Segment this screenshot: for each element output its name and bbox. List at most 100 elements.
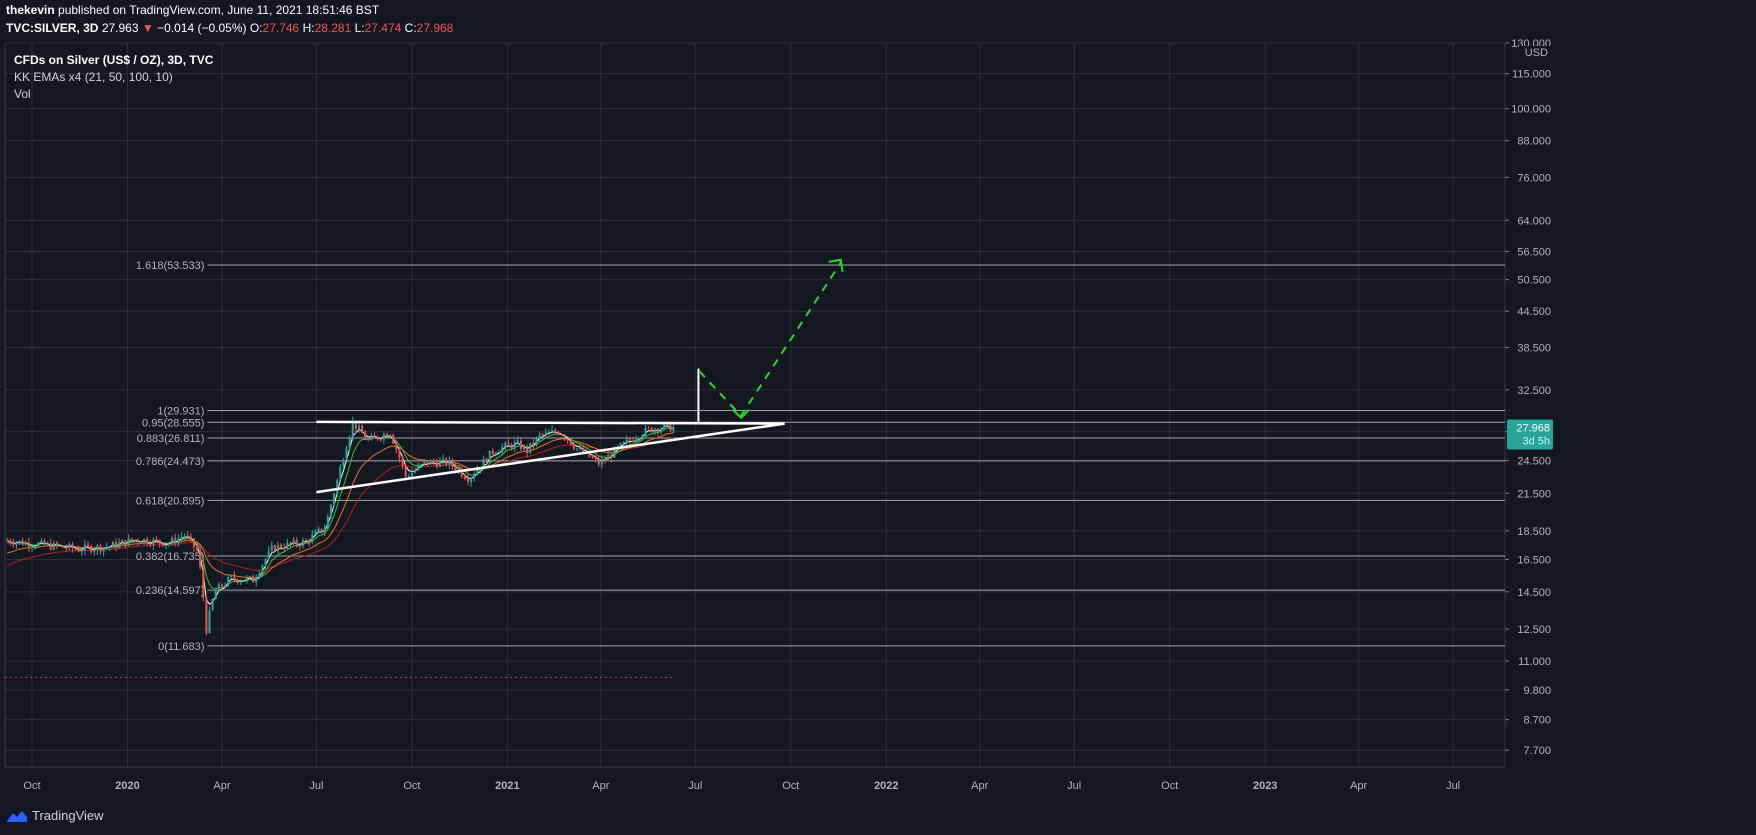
candle-body: [49, 543, 52, 550]
x-tick-label: Oct: [782, 780, 799, 792]
x-tick-label: Oct: [403, 780, 420, 792]
legend-ema[interactable]: KK EMAs x4 (21, 50, 100, 10): [14, 70, 173, 84]
candle-body: [286, 542, 289, 549]
candle-body: [30, 546, 34, 548]
candle-body: [463, 476, 466, 479]
candle-body: [333, 493, 336, 505]
candle-body: [224, 585, 227, 587]
candle-body: [308, 540, 311, 542]
footer-brand[interactable]: TradingView: [6, 808, 104, 823]
candle-body: [273, 545, 276, 551]
candle-body: [523, 445, 526, 450]
candle-body: [52, 542, 55, 550]
candle-body: [535, 437, 538, 445]
fib-label: 0.95(28.555): [142, 417, 204, 429]
candle-body: [242, 580, 245, 582]
price-change: −0.014 (−0.05%): [157, 21, 247, 35]
legend-vol[interactable]: Vol: [14, 87, 31, 101]
candle-body: [236, 579, 239, 583]
candle-body: [551, 430, 554, 433]
candle-body: [336, 479, 339, 494]
candle-body: [507, 442, 510, 445]
candle-body: [12, 543, 15, 546]
fib-label: 0.382(16.735): [136, 551, 205, 563]
candle-body: [295, 539, 298, 545]
candle-body: [660, 428, 663, 432]
trendlines[interactable]: [316, 368, 785, 494]
candle-body: [189, 536, 192, 539]
candle-body: [180, 536, 183, 539]
price-axis[interactable]: 130.000115.000100.00088.00076.00064.0005…: [1505, 38, 1551, 757]
candle-body: [547, 432, 550, 434]
candle-body: [376, 436, 379, 440]
candle-body: [650, 427, 653, 433]
candle-body: [438, 460, 441, 467]
x-tick-label: Apr: [592, 780, 609, 792]
legend-title[interactable]: CFDs on Silver (US$ / OZ), 3D, TVC: [14, 53, 214, 67]
candle-body: [37, 542, 40, 547]
candle-body: [87, 544, 90, 547]
candle-body: [560, 434, 563, 436]
candle-body: [600, 459, 603, 465]
candle-body: [233, 575, 236, 580]
candle-body: [454, 466, 457, 472]
symbol-label[interactable]: TVC:SILVER, 3D: [6, 21, 99, 35]
candle-body: [183, 535, 186, 537]
fib-label: 1.618(53.533): [136, 260, 205, 272]
candle-body: [40, 540, 43, 543]
candle-body: [68, 544, 71, 549]
candle-body: [264, 559, 267, 566]
candle-body: [345, 448, 348, 461]
candle-body: [239, 581, 242, 583]
candle-body: [59, 545, 62, 547]
x-tick-label: 2021: [495, 780, 519, 792]
candle-body: [171, 538, 174, 544]
x-tick-label: Oct: [23, 780, 40, 792]
y-tick-label: 21.500: [1517, 488, 1551, 500]
projection-arrow[interactable]: [698, 258, 844, 420]
candle-body: [370, 435, 373, 440]
high-value: 28.281: [314, 21, 352, 35]
candle-body: [491, 450, 494, 455]
candle-body: [252, 576, 255, 583]
price-tag-bg: [1507, 419, 1553, 450]
time-axis[interactable]: Oct 2020 Apr Jul Oct 2021 Apr Jul Oct 2022 Apr Jul O…: [5, 766, 1505, 792]
fib-label: 0.883(26.811): [137, 433, 205, 445]
y-tick-label: 44.500: [1517, 306, 1551, 318]
candle-body: [653, 428, 656, 433]
candle-body: [146, 538, 149, 544]
candle-body: [90, 546, 93, 553]
candle-body: [445, 458, 448, 466]
author-name[interactable]: thekevin: [6, 3, 55, 17]
candle-body: [208, 610, 211, 633]
candle-body: [77, 549, 80, 552]
projection-path: [698, 262, 842, 418]
candle-body: [476, 469, 479, 475]
usd-label-bg: [1519, 46, 1551, 59]
candle-body: [557, 432, 560, 435]
candle-body: [672, 427, 675, 432]
fib-retracement[interactable]: 1.618(53.533) 1(29.931)0.95(28.555) 0.883(…: [136, 260, 1505, 653]
price-tag-value: 27.968: [1516, 422, 1550, 434]
candle-body: [326, 516, 329, 529]
candle-body: [230, 575, 233, 578]
candle-body: [298, 544, 301, 547]
candle-body: [519, 440, 522, 450]
candle-body: [398, 449, 401, 458]
candle-body: [579, 447, 582, 449]
x-tick-label: Apr: [1350, 780, 1367, 792]
candle-body: [410, 472, 413, 477]
candle-body: [513, 442, 516, 449]
candle-body: [407, 476, 410, 478]
y-tick-label: 88.000: [1517, 136, 1551, 148]
ema21-line: [7, 427, 674, 590]
candle-body: [619, 443, 622, 447]
candle-body: [638, 438, 641, 440]
ema10-line: [6, 424, 674, 606]
candle-body: [351, 421, 354, 437]
candle-body: [27, 542, 30, 548]
high-label: H:: [302, 21, 315, 35]
candle-body: [164, 544, 167, 547]
candle-body: [270, 545, 273, 551]
